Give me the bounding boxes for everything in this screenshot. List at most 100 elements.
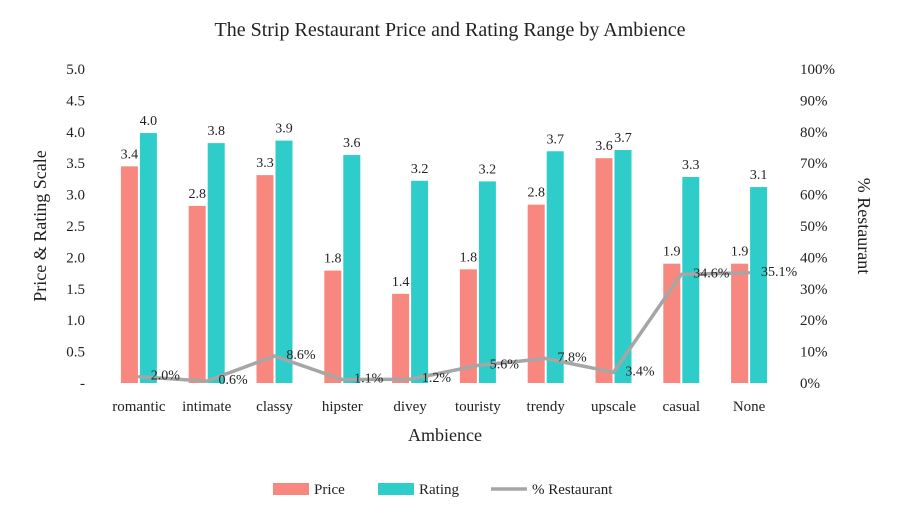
x-tick-label: intimate (182, 399, 231, 415)
percent-restaurant-point (544, 357, 548, 361)
data-labels: 3.4 2.8 3.3 1.8 1.4 1.8 2.8 3.6 1.9 1.9 4.0 3.8 3.9 3… (121, 114, 798, 388)
x-tick-label: touristy (455, 399, 501, 415)
price-bar (595, 158, 613, 383)
rating-bar (478, 181, 496, 383)
rating-data-label: 3.7 (614, 131, 632, 146)
y2-tick-label: 20% (800, 313, 828, 329)
y-tick-label: 1.5 (66, 282, 85, 298)
price-bar (527, 204, 545, 383)
x-tick-label: romantic (112, 399, 166, 415)
y-tick-label: 3.5 (66, 156, 85, 172)
legend-label: Rating (419, 482, 459, 498)
rating-bar (207, 143, 225, 383)
rating-bar (343, 155, 361, 383)
y-tick-label: 3.0 (66, 188, 85, 204)
price-bar (392, 293, 410, 383)
y-tick-label: 4.0 (66, 125, 85, 141)
x-tick-label: divey (393, 399, 427, 415)
price-data-label: 2.8 (527, 186, 545, 201)
rating-bar (411, 180, 429, 383)
percent-restaurant-point (747, 271, 751, 275)
percent-restaurant-point (679, 272, 683, 276)
rating-bar (682, 177, 700, 383)
y2-tick-label: 90% (800, 93, 828, 109)
y2-tick-label: 0% (800, 376, 820, 392)
x-tick-label: None (733, 399, 766, 415)
y-tick-label: 2.5 (66, 219, 85, 235)
price-bar (256, 175, 274, 383)
y2-tick-label: 100% (800, 62, 835, 78)
price-bar (731, 263, 749, 383)
percent-restaurant-point (476, 363, 480, 367)
x-axis-title: Ambience (408, 425, 482, 445)
percent-restaurant-data-label: 2.0% (151, 369, 181, 384)
y2-tick-label: 50% (800, 219, 828, 235)
price-data-label: 1.9 (731, 245, 749, 260)
rating-bar (139, 133, 157, 383)
price-bar (324, 270, 342, 383)
rating-data-label: 3.2 (411, 162, 429, 177)
y-tick-label: 2.0 (66, 250, 85, 266)
y2-tick-label: 70% (800, 156, 828, 172)
price-data-label: 3.6 (595, 139, 613, 154)
rating-data-label: 3.8 (207, 124, 225, 139)
percent-restaurant-point (612, 370, 615, 374)
price-bar (188, 205, 206, 383)
price-bar (459, 269, 477, 383)
percent-restaurant-point (205, 379, 209, 383)
price-data-label: 3.4 (121, 147, 139, 162)
rating-data-label: 3.2 (479, 162, 497, 177)
percent-restaurant-point (408, 377, 412, 381)
rating-legend-swatch (378, 483, 414, 495)
y2-tick-label: 60% (800, 188, 828, 204)
percent-restaurant-data-label: 35.1% (761, 265, 798, 280)
price-bar (120, 166, 138, 383)
percent-restaurant-data-label: 5.6% (490, 357, 520, 372)
price-legend-swatch (273, 483, 309, 495)
y-tick-label: 4.5 (66, 93, 85, 109)
y2-axis-title: % Restaurant (854, 178, 874, 274)
x-tick-label: classy (256, 399, 293, 415)
percent-restaurant-data-label: 1.1% (354, 372, 384, 387)
rating-bar (546, 151, 564, 383)
rating-data-label: 3.1 (750, 168, 768, 183)
y-tick-label: 0.5 (66, 345, 85, 361)
percent-restaurant-data-label: 0.6% (219, 373, 249, 388)
legend: Price Rating % Restaurant (273, 482, 613, 498)
y-axis-ticks: - 0.5 1.0 1.5 2.0 2.5 3.0 3.5 4.0 4.5 5.0 (66, 62, 85, 392)
percent-restaurant-point (137, 375, 141, 379)
rating-bar (614, 150, 632, 383)
rating-data-label: 3.9 (275, 122, 293, 137)
percent-restaurant-data-label: 3.4% (625, 364, 655, 379)
rating-data-label: 3.6 (343, 136, 361, 151)
percent-restaurant-line (138, 271, 750, 383)
percent-restaurant-data-label: 7.8% (558, 351, 588, 366)
chart-title: The Strip Restaurant Price and Rating Ra… (215, 19, 686, 41)
legend-label: Price (314, 482, 345, 498)
price-data-label: 1.9 (663, 245, 681, 260)
percent-line (137, 271, 751, 383)
price-data-label: 3.3 (256, 156, 274, 171)
price-data-label: 2.8 (188, 187, 206, 202)
rating-data-label: 4.0 (140, 114, 158, 129)
x-tick-label: casual (663, 399, 700, 415)
y2-tick-label: 80% (800, 125, 828, 141)
price-data-label: 1.8 (324, 252, 342, 267)
rating-data-label: 3.7 (546, 132, 564, 147)
rating-bar (275, 140, 293, 383)
y-tick-label: 1.0 (66, 313, 85, 329)
percent-restaurant-data-label: 8.6% (286, 348, 316, 363)
x-tick-label: hipster (322, 399, 363, 415)
x-axis-ticks: romantic intimate classy hipster divey touris… (112, 399, 765, 415)
x-tick-label: trendy (527, 399, 566, 415)
y-tick-label: 5.0 (66, 62, 85, 78)
legend-label: % Restaurant (532, 482, 613, 498)
rating-data-label: 3.3 (682, 158, 700, 173)
price-data-label: 1.8 (460, 250, 478, 265)
y2-tick-label: 10% (800, 345, 828, 361)
y2-axis-ticks: 0% 10% 20% 30% 40% 50% 60% 70% 80% 90% 100% (800, 62, 835, 392)
y-tick-label: - (80, 376, 85, 392)
percent-restaurant-point (273, 354, 276, 358)
